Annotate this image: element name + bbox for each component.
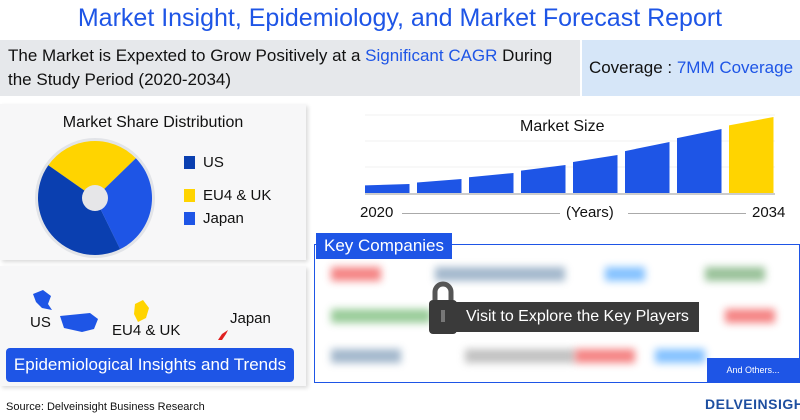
legend-swatch — [184, 212, 195, 225]
coverage-label: Coverage : — [588, 58, 677, 77]
blurred-logo — [331, 267, 381, 281]
blurred-logo — [605, 267, 645, 281]
end-year: 2034 — [752, 204, 786, 221]
market-size-bar — [417, 179, 462, 193]
region-eu4-uk: EU4 & UK — [112, 322, 181, 339]
axis-line — [628, 213, 746, 214]
blurred-logo — [465, 349, 575, 363]
legend-japan: Japan — [184, 210, 244, 227]
legend-label: EU4 & UK — [203, 187, 272, 204]
legend-us: US — [184, 154, 224, 171]
banner-text-end: During the Study Period (2020-2034) — [8, 46, 553, 89]
epidemiology-button[interactable]: Epidemiological Insights and Trends — [6, 348, 294, 382]
legend-swatch — [184, 189, 195, 202]
market-size-bar — [677, 129, 722, 193]
blurred-logo — [331, 309, 431, 323]
start-year: 2020 — [360, 204, 394, 221]
coverage-value: 7MM Coverage — [676, 58, 794, 77]
pie-hole — [82, 185, 108, 211]
market-size-bar — [521, 165, 566, 193]
delveinsight-logo: DELVEINSIGHT — [705, 396, 800, 412]
market-size-bar — [365, 184, 410, 193]
legend-label: US — [203, 154, 224, 171]
blurred-logo — [705, 267, 765, 281]
market-size-bar — [573, 155, 618, 193]
report-title: Market Insight, Epidemiology, and Market… — [77, 4, 723, 32]
pie-slice-us — [37, 165, 121, 255]
blurred-logo — [331, 349, 401, 363]
legend-label: Japan — [203, 210, 244, 227]
blurred-logo — [435, 267, 565, 281]
and-others-label: And Others... — [707, 358, 799, 382]
key-companies-box — [314, 244, 800, 383]
banner-text: The Market is Expexted to Grow Positivel… — [8, 46, 366, 65]
legend-swatch — [184, 156, 195, 169]
key-companies-title: Key Companies — [316, 233, 453, 259]
blurred-logo — [725, 309, 775, 323]
market-size-title: Market Size — [520, 118, 605, 135]
market-size-chart — [365, 114, 775, 195]
legend-eu4-uk: EU4 & UK — [184, 187, 271, 204]
blurred-logo — [575, 349, 635, 363]
market-share-panel: Market Share Distribution US EU4 & UK Ja… — [0, 104, 306, 260]
banner-highlight: Significant CAGR — [365, 46, 498, 65]
coverage-box: Coverage : 7MM Coverage — [582, 40, 800, 96]
pie-slice-japan — [95, 158, 152, 250]
pie-slice-eu4-uk — [48, 141, 136, 198]
region-us: US — [30, 314, 51, 331]
growth-banner: The Market is Expexted to Grow Positivel… — [0, 40, 580, 96]
lock-icon — [429, 281, 457, 334]
axis-label: (Years) — [566, 204, 614, 221]
axis-line — [402, 213, 560, 214]
source-text: Source: Delveinsight Business Research — [6, 401, 205, 413]
world-map-icon — [33, 290, 228, 340]
market-size-bar — [625, 142, 670, 193]
market-share-title: Market Share Distribution — [62, 114, 244, 131]
region-japan: Japan — [230, 310, 271, 327]
pie-chart — [35, 138, 155, 258]
explore-key-players-link[interactable]: Visit to Explore the Key Players — [456, 302, 699, 332]
blurred-logo — [655, 349, 705, 363]
market-size-bar — [729, 117, 774, 193]
market-size-bar — [469, 173, 514, 193]
